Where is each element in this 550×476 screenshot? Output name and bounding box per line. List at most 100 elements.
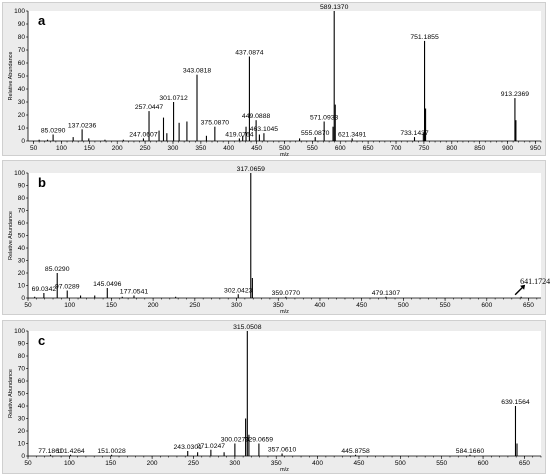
y-tick-label: 0 bbox=[21, 295, 25, 302]
y-tick-label: 70 bbox=[18, 208, 26, 215]
peak-label: 463.1045 bbox=[250, 126, 279, 133]
peak-label: 359.0770 bbox=[272, 290, 301, 297]
x-tick-label: 150 bbox=[84, 145, 95, 152]
y-tick-label: 90 bbox=[18, 341, 26, 348]
y-tick-label: 20 bbox=[18, 270, 26, 277]
y-tick-label: 50 bbox=[18, 73, 26, 80]
x-tick-label: 600 bbox=[478, 460, 489, 467]
peak-label: 69.0342 bbox=[32, 286, 57, 293]
peak-label: 101.4264 bbox=[56, 448, 85, 455]
peak-label: 571.0933 bbox=[310, 115, 339, 122]
peak-label: 343.0818 bbox=[183, 68, 212, 75]
y-axis-title: Relative Abundance bbox=[8, 52, 14, 101]
y-tick-label: 100 bbox=[14, 8, 25, 15]
x-tick-label: 250 bbox=[140, 145, 151, 152]
peak-label: 584.1660 bbox=[456, 448, 485, 455]
peak-label: 317.0659 bbox=[237, 166, 266, 173]
y-tick-label: 60 bbox=[18, 220, 26, 227]
x-tick-label: 450 bbox=[356, 302, 367, 309]
x-tick-label: 550 bbox=[440, 302, 451, 309]
x-tick-label: 350 bbox=[271, 460, 282, 467]
spectrum-panel-b: 0 10 20 30 40 50 60 70 80 90 100 50 100 150 200 250 300 3… bbox=[2, 160, 550, 315]
peak-label: 329.0659 bbox=[245, 437, 274, 444]
peak-label: 145.0496 bbox=[93, 281, 122, 288]
x-tick-label: 150 bbox=[106, 302, 117, 309]
y-tick-label: 90 bbox=[18, 21, 26, 28]
y-tick-label: 20 bbox=[18, 112, 26, 119]
y-tick-label: 80 bbox=[18, 195, 26, 202]
plot-area bbox=[28, 331, 541, 456]
spectrum-panel-a: 0 10 20 30 40 50 60 70 80 90 100 50 100 150 200 250 300 3… bbox=[2, 2, 546, 158]
peak-label: 257.0447 bbox=[135, 104, 164, 111]
x-tick-label: 700 bbox=[391, 145, 402, 152]
peak-label: 479.1307 bbox=[372, 290, 401, 297]
x-tick-label: 450 bbox=[354, 460, 365, 467]
peak-label: 589.1370 bbox=[320, 4, 349, 11]
x-tick-label: 50 bbox=[24, 460, 32, 467]
peak-label: 555.0870 bbox=[301, 130, 330, 137]
x-tick-label: 200 bbox=[147, 460, 158, 467]
spectrum-panel-c: 0 10 20 30 40 50 60 70 80 90 100 50 100 150 200 250 300 3… bbox=[2, 320, 546, 474]
panel-label: b bbox=[38, 175, 46, 190]
peak-label: 315.0508 bbox=[233, 324, 262, 331]
y-axis-title: Relative Abundance bbox=[8, 369, 14, 418]
x-tick-label: 800 bbox=[446, 145, 457, 152]
y-tick-label: 50 bbox=[18, 391, 26, 398]
x-axis-title: m/z bbox=[280, 467, 289, 473]
peak-label: 247.0607 bbox=[129, 131, 158, 138]
x-tick-label: 650 bbox=[519, 460, 530, 467]
y-tick-label: 60 bbox=[18, 378, 26, 385]
x-tick-label: 300 bbox=[231, 302, 242, 309]
x-tick-label: 250 bbox=[189, 302, 200, 309]
peak-label: 621.3491 bbox=[338, 131, 367, 138]
callout-arrow bbox=[514, 286, 524, 296]
plot-area bbox=[28, 173, 541, 298]
y-tick-label: 50 bbox=[18, 233, 26, 240]
x-tick-label: 950 bbox=[530, 145, 541, 152]
x-tick-label: 550 bbox=[307, 145, 318, 152]
y-tick-label: 60 bbox=[18, 60, 26, 67]
peak-label: 85.0290 bbox=[45, 266, 70, 273]
x-tick-label: 900 bbox=[502, 145, 513, 152]
x-tick-label: 500 bbox=[398, 302, 409, 309]
spectrum-chart-c: 0 10 20 30 40 50 60 70 80 90 100 50 100 150 200 250 300 3… bbox=[8, 324, 542, 473]
x-tick-label: 300 bbox=[229, 460, 240, 467]
spectrum-chart-a: 0 10 20 30 40 50 60 70 80 90 100 50 100 150 200 250 300 3… bbox=[8, 4, 542, 158]
x-tick-label: 600 bbox=[335, 145, 346, 152]
peak-label: 449.0888 bbox=[242, 113, 271, 120]
y-tick-label: 10 bbox=[18, 283, 26, 290]
peak-label: 375.0870 bbox=[201, 120, 230, 127]
peak-label: 97.0289 bbox=[55, 284, 80, 291]
x-tick-label: 500 bbox=[279, 145, 290, 152]
peak-label: 177.0541 bbox=[120, 289, 149, 296]
peak-label: 751.1855 bbox=[410, 34, 439, 41]
peak-label: 243.0301 bbox=[174, 444, 203, 451]
x-tick-label: 650 bbox=[523, 302, 534, 309]
panel-label: c bbox=[38, 333, 45, 348]
x-axis-title: m/z bbox=[280, 152, 289, 158]
y-tick-label: 20 bbox=[18, 428, 26, 435]
x-tick-label: 850 bbox=[474, 145, 485, 152]
x-tick-label: 100 bbox=[64, 302, 75, 309]
callout-label: 641.1724 bbox=[520, 277, 550, 286]
x-tick-label: 400 bbox=[223, 145, 234, 152]
y-tick-label: 70 bbox=[18, 47, 26, 54]
y-tick-label: 40 bbox=[18, 403, 26, 410]
y-tick-label: 30 bbox=[18, 416, 26, 423]
peak-label: 137.0236 bbox=[68, 122, 97, 129]
x-tick-label: 350 bbox=[195, 145, 206, 152]
x-tick-label: 400 bbox=[312, 460, 323, 467]
y-tick-label: 40 bbox=[18, 245, 26, 252]
x-tick-label: 300 bbox=[168, 145, 179, 152]
x-tick-label: 500 bbox=[395, 460, 406, 467]
peak-label: 77.1861 bbox=[38, 448, 63, 455]
callout-arrowhead bbox=[520, 284, 526, 290]
peak-label: 85.0290 bbox=[41, 128, 66, 135]
peak-label: 445.8758 bbox=[341, 448, 370, 455]
y-axis-title: Relative Abundance bbox=[8, 211, 14, 260]
x-axis-title: m/z bbox=[280, 309, 289, 315]
y-tick-label: 100 bbox=[14, 328, 25, 335]
x-tick-label: 550 bbox=[436, 460, 447, 467]
x-tick-label: 750 bbox=[418, 145, 429, 152]
y-tick-label: 90 bbox=[18, 183, 26, 190]
